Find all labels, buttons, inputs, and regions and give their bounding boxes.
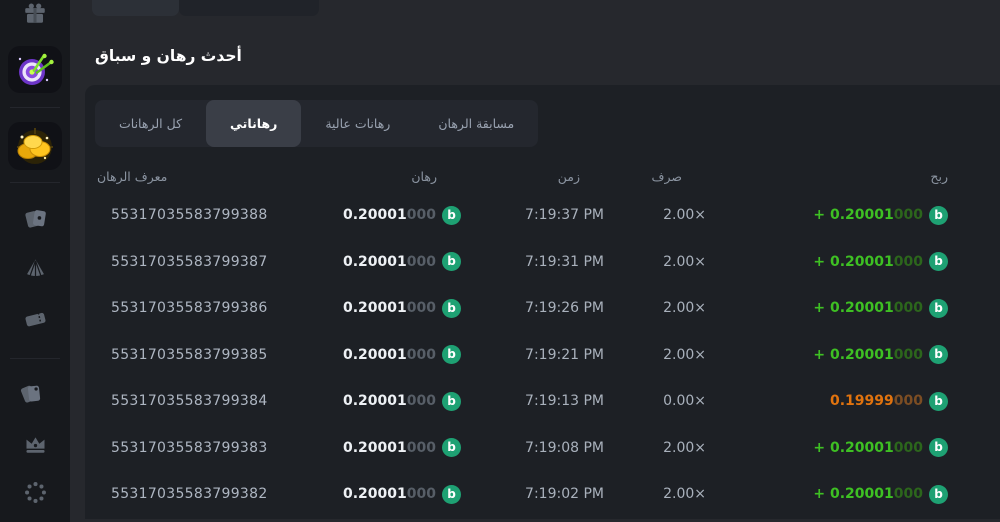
table-row[interactable]: 55317035583799387 0.20001 000 b 7:19:31 P… xyxy=(85,239,1000,286)
bet-profit: + 0.20001 000 b xyxy=(706,471,948,518)
bet-time: 7:19:13 PM xyxy=(525,393,604,410)
target-darts-icon xyxy=(18,53,54,85)
table-row[interactable]: 55317035583799386 0.20001 000 b 7:19:26 P… xyxy=(85,285,1000,332)
coin-icon: b xyxy=(442,345,461,365)
header-payout: صرف xyxy=(651,168,682,184)
bet-time: 7:19:26 PM xyxy=(525,300,604,317)
bet-id: 55317035583799385 xyxy=(111,346,268,363)
table-row[interactable]: 55317035583799385 0.20001 000 b 7:19:21 P… xyxy=(85,332,1000,379)
main-content: أحدث رهان و سباق كل الرهانات رهاناتي رها… xyxy=(70,0,1000,522)
bet-time: 7:19:21 PM xyxy=(525,346,604,363)
table-row[interactable]: 55317035583799388 0.20001 000 b 7:19:37 P… xyxy=(85,192,1000,239)
bet-amount: 0.20001 000 b xyxy=(312,378,461,425)
bet-payout: 0.00× xyxy=(663,393,706,410)
bet-amount: 0.20001 000 b xyxy=(312,239,461,286)
table-row[interactable]: 55317035583799384 0.20001 000 b 7:19:13 P… xyxy=(85,378,1000,425)
gift-tags-icon[interactable] xyxy=(17,378,47,408)
table-row[interactable]: 55317035583799382 0.20001 000 b 7:19:02 P… xyxy=(85,471,1000,518)
sidebar xyxy=(0,0,70,522)
bet-profit: + 0.20001 000 b xyxy=(706,239,948,286)
coin-icon: b xyxy=(929,252,948,272)
coin-icon: b xyxy=(929,205,948,225)
target-darts-game-button[interactable] xyxy=(8,46,62,93)
top-tab-left[interactable] xyxy=(92,0,179,16)
tab-my-bets[interactable]: رهاناتي xyxy=(206,100,302,147)
bet-id: 55317035583799384 xyxy=(111,393,268,410)
crown-icon[interactable] xyxy=(20,428,50,458)
coin-icon: b xyxy=(442,391,461,411)
bet-payout: 2.00× xyxy=(663,439,706,456)
bet-id: 55317035583799383 xyxy=(111,439,268,456)
header-bet-id: معرف الرهان xyxy=(97,168,168,184)
coin-icon: b xyxy=(929,345,948,365)
tab-all-bets[interactable]: كل الرهانات xyxy=(119,116,183,131)
bet-amount: 0.20001 000 b xyxy=(312,285,461,332)
bet-amount: 0.20001 000 b xyxy=(312,471,461,518)
page-title: أحدث رهان و سباق xyxy=(95,47,242,65)
coin-icon: b xyxy=(442,438,461,458)
bet-payout: 2.00× xyxy=(663,300,706,317)
bet-payout: 2.00× xyxy=(663,486,706,503)
table-body: 55317035583799388 0.20001 000 b 7:19:37 P… xyxy=(85,192,1000,518)
bet-payout: 2.00× xyxy=(663,346,706,363)
header-bet: رهان xyxy=(411,168,437,184)
gold-coins-icon xyxy=(17,128,53,164)
bet-payout: 2.00× xyxy=(663,253,706,270)
bet-id: 55317035583799382 xyxy=(111,486,268,503)
coin-icon: b xyxy=(442,205,461,225)
bet-profit: 0.19999 000 b xyxy=(706,378,948,425)
bet-time: 7:19:08 PM xyxy=(525,439,604,456)
coin-icon: b xyxy=(929,298,948,318)
table-header-row: معرف الرهان رهان زمن صرف ربح xyxy=(85,160,1000,192)
coin-icon: b xyxy=(929,438,948,458)
bet-amount: 0.20001 000 b xyxy=(312,192,461,239)
coin-icon: b xyxy=(442,484,461,504)
coin-icon: b xyxy=(929,391,948,411)
tab-bet-contest[interactable]: مسابقة الرهان xyxy=(438,116,515,131)
bet-time: 7:19:37 PM xyxy=(525,207,604,224)
coin-icon: b xyxy=(442,298,461,318)
bet-id: 55317035583799388 xyxy=(111,207,268,224)
top-tab-right[interactable] xyxy=(179,0,319,16)
dots-circle-icon[interactable] xyxy=(20,477,50,507)
cards-icon[interactable] xyxy=(20,203,50,233)
tab-high-bets[interactable]: رهانات عالية xyxy=(325,116,391,131)
coin-icon: b xyxy=(442,252,461,272)
bet-payout: 2.00× xyxy=(663,207,706,224)
bet-id: 55317035583799387 xyxy=(111,253,268,270)
bet-profit: + 0.20001 000 b xyxy=(706,285,948,332)
header-time: زمن xyxy=(557,168,580,184)
header-profit: ربح xyxy=(930,168,948,184)
sidebar-divider xyxy=(10,358,60,359)
bet-amount: 0.20001 000 b xyxy=(312,332,461,379)
gift-icon[interactable] xyxy=(20,0,50,28)
sidebar-divider xyxy=(10,182,60,183)
ticket-icon[interactable] xyxy=(20,303,50,333)
bet-profit: + 0.20001 000 b xyxy=(706,425,948,472)
bet-amount: 0.20001 000 b xyxy=(312,425,461,472)
bet-time: 7:19:02 PM xyxy=(525,486,604,503)
coin-icon: b xyxy=(929,484,948,504)
table-row[interactable]: 55317035583799383 0.20001 000 b 7:19:08 P… xyxy=(85,425,1000,472)
bets-tabbar: كل الرهانات رهاناتي رهانات عالية مسابقة … xyxy=(95,100,539,147)
latest-bets-panel: كل الرهانات رهاناتي رهانات عالية مسابقة … xyxy=(85,85,1000,519)
gold-coins-game-button[interactable] xyxy=(8,122,62,170)
bet-profit: + 0.20001 000 b xyxy=(706,332,948,379)
shell-icon[interactable] xyxy=(20,253,50,283)
sidebar-divider xyxy=(10,107,60,108)
bet-profit: + 0.20001 000 b xyxy=(706,192,948,239)
bet-id: 55317035583799386 xyxy=(111,300,268,317)
bet-time: 7:19:31 PM xyxy=(525,253,604,270)
